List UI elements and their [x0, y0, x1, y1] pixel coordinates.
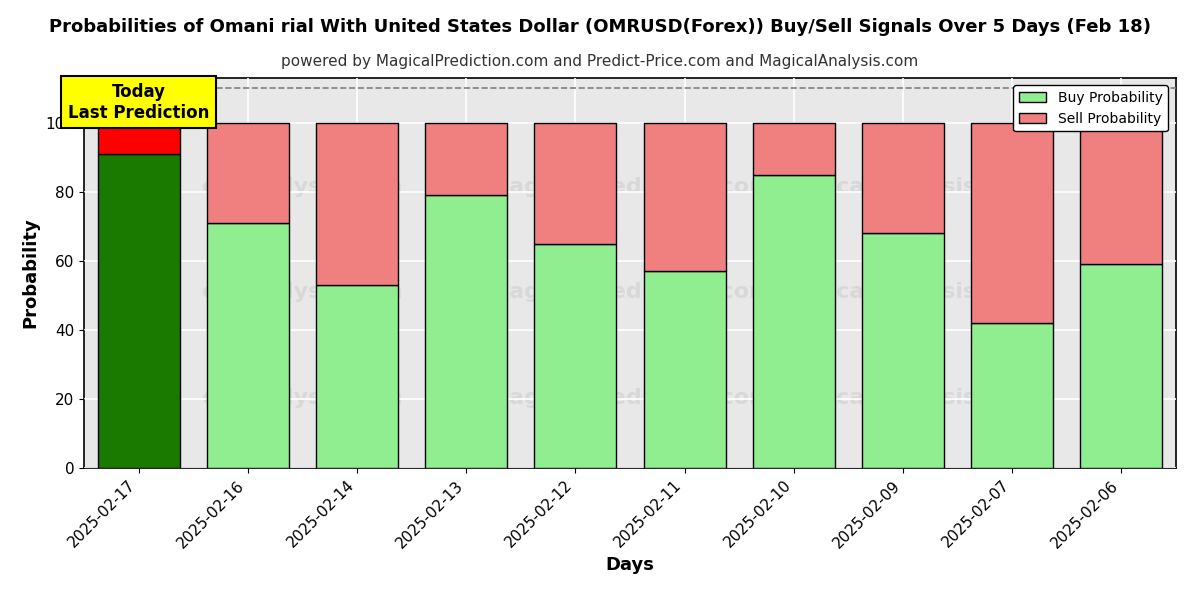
Bar	[534, 244, 617, 468]
Text: calAnalysis.com: calAnalysis.com	[835, 283, 1036, 302]
Text: MagicalPrediction.com: MagicalPrediction.com	[487, 283, 773, 302]
Bar	[752, 123, 835, 175]
Bar	[316, 123, 398, 285]
Text: calAnalysis.com: calAnalysis.com	[835, 177, 1036, 197]
Bar	[643, 123, 726, 271]
Text: calAnalysis.com: calAnalysis.com	[835, 388, 1036, 408]
Bar	[97, 123, 180, 154]
Bar	[752, 175, 835, 468]
Text: Today
Last Prediction: Today Last Prediction	[68, 83, 209, 122]
Legend: Buy Probability, Sell Probability: Buy Probability, Sell Probability	[1013, 85, 1168, 131]
Bar	[206, 123, 289, 223]
Bar	[971, 123, 1054, 323]
Text: calAnalysis.com: calAnalysis.com	[202, 177, 403, 197]
Bar	[1080, 265, 1163, 468]
Bar	[425, 123, 508, 196]
Y-axis label: Probability: Probability	[22, 218, 40, 328]
Text: MagicalPrediction.com: MagicalPrediction.com	[487, 388, 773, 408]
Bar	[425, 196, 508, 468]
Bar	[862, 233, 944, 468]
Bar	[316, 285, 398, 468]
Text: calAnalysis.com: calAnalysis.com	[202, 388, 403, 408]
Text: MagicalPrediction.com: MagicalPrediction.com	[487, 177, 773, 197]
Text: powered by MagicalPrediction.com and Predict-Price.com and MagicalAnalysis.com: powered by MagicalPrediction.com and Pre…	[281, 54, 919, 69]
Bar	[534, 123, 617, 244]
Text: calAnalysis.com: calAnalysis.com	[202, 283, 403, 302]
Bar	[1080, 123, 1163, 265]
Bar	[206, 223, 289, 468]
Bar	[97, 154, 180, 468]
Bar	[862, 123, 944, 233]
Text: Probabilities of Omani rial With United States Dollar (OMRUSD(Forex)) Buy/Sell S: Probabilities of Omani rial With United …	[49, 18, 1151, 36]
Bar	[971, 323, 1054, 468]
Bar	[643, 271, 726, 468]
X-axis label: Days: Days	[606, 556, 654, 574]
